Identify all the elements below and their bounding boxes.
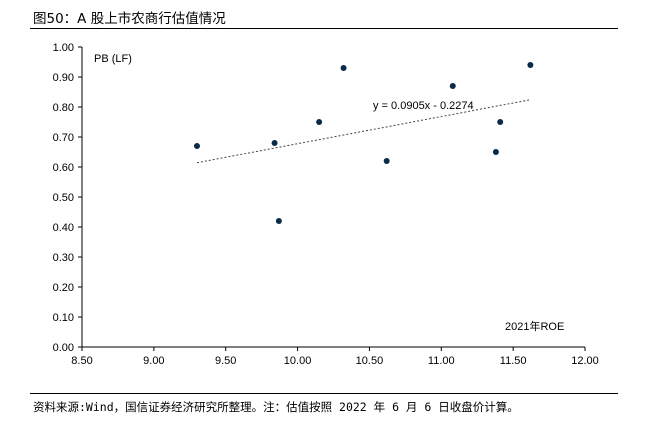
x-tick-label: 11.50: [500, 355, 527, 367]
x-tick-label: 10.50: [356, 355, 384, 367]
y-axis-ticks: 0.00 0.10 0.20 0.30 0.40 0.50 0.60 0.70 0.80 0.90…: [53, 42, 82, 354]
y-tick-label: 0.10: [53, 312, 74, 324]
y-tick-label: 0.60: [53, 162, 74, 174]
data-point: [492, 149, 499, 155]
y-tick-label: 0.20: [53, 282, 74, 294]
data-point: [449, 83, 456, 89]
bottom-rule: [30, 393, 618, 394]
y-tick-label: 0.90: [53, 72, 74, 84]
trendline: [196, 99, 531, 164]
source-note: 资料来源:Wind，国信证券经济研究所整理。注：估值按照 2022 年 6 月 …: [33, 400, 519, 414]
chart-axes: [81, 47, 585, 348]
x-tick-label: 12.00: [571, 355, 599, 367]
data-point: [275, 218, 282, 224]
data-point: [340, 65, 347, 71]
data-point: [383, 158, 390, 164]
x-tick-label: 9.50: [215, 355, 236, 367]
data-point: [271, 140, 278, 146]
data-points: [193, 62, 534, 224]
x-axis-ticks: 8.50 9.00 9.50 10.00 10.50 11.00 11.50 12.00: [71, 347, 599, 367]
y-tick-label: 0.80: [53, 102, 74, 114]
y-tick-label: 0.70: [53, 132, 74, 144]
y-tick-label: 0.30: [53, 252, 74, 264]
figure-title: 图50：A 股上市农商行估值情况: [33, 11, 226, 27]
y-tick-label: 1.00: [53, 42, 74, 54]
top-rule: [30, 28, 618, 29]
y-tick-label: 0.40: [53, 222, 74, 234]
x-tick-label: 11.00: [428, 355, 455, 367]
x-tick-label: 10.00: [284, 355, 312, 367]
data-point: [316, 119, 323, 125]
y-axis-label: PB (LF): [94, 53, 132, 65]
x-tick-label: 8.50: [71, 355, 92, 367]
y-tick-label: 0.50: [53, 192, 74, 204]
x-tick-label: 9.00: [143, 355, 164, 367]
data-point: [193, 143, 200, 149]
x-axis-label: 2021年ROE: [505, 319, 564, 333]
data-point: [527, 62, 534, 68]
data-point: [497, 119, 504, 125]
trendline-equation: y = 0.0905x - 0.2274: [373, 100, 474, 112]
y-tick-label: 0.00: [53, 342, 74, 354]
